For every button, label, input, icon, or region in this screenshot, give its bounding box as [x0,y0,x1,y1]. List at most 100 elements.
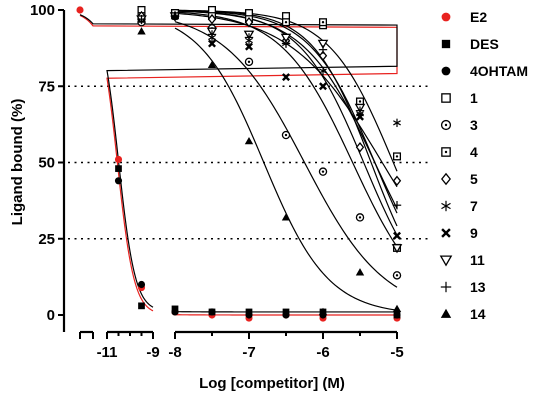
legend-label-7: 7 [470,198,478,214]
marker-9 [319,82,327,91]
marker-14 [170,11,180,20]
marker-9 [282,73,290,82]
reference-lines [68,85,428,240]
marker-7 [319,66,327,76]
marker-13 [281,39,291,48]
marker-des [115,165,122,172]
x-tick-label: -9 [146,344,159,361]
marker-13 [207,30,217,39]
legend-marker-3 [440,119,452,131]
y-tick-label: 50 [38,155,55,172]
marker-4 [318,18,328,27]
y-tick-label: 0 [47,307,55,324]
marker-3 [244,57,254,67]
marker-13 [355,106,365,115]
marker-13 [137,14,146,24]
data-markers [76,5,403,322]
axes [58,9,398,339]
marker-4ohtam [114,177,123,185]
marker-11 [317,39,329,50]
legend-item-11: 11 [439,252,485,268]
legend-label-4: 4 [470,144,478,160]
x-tick-label: -5 [390,344,403,361]
marker-5 [392,175,402,187]
marker-des [138,302,145,310]
marker-4ohtam [245,311,253,319]
y-tick-label: 100 [30,2,55,19]
marker-11 [280,33,292,43]
marker-5 [318,50,328,61]
legend-label-9: 9 [470,225,478,241]
marker-4ohtam [208,308,216,316]
legend-marker-4ohtam [441,66,451,76]
marker-4ohtam [171,308,179,316]
y-axis-title: Ligand bound (%) [9,99,26,226]
marker-7 [393,118,401,128]
marker-5 [355,142,365,153]
legend-label-4ohtam: 4OHTAM [470,63,528,79]
marker-e2 [76,6,84,14]
marker-4 [281,18,291,27]
marker-9 [245,42,253,51]
marker-4ohtam [137,280,146,289]
legend-item-9: 9 [441,225,478,241]
marker-9 [208,39,216,48]
marker-13 [244,33,254,42]
legend-marker-14 [440,308,452,318]
marker-3 [318,167,328,176]
marker-14 [244,136,254,145]
legend-label-e2: E2 [470,9,487,25]
marker-3 [392,271,402,280]
fit-curve-14-1 [174,27,398,311]
legend-label-11: 11 [470,252,485,268]
x-axis-title: Log [competitor] (M) [199,375,345,392]
legend-label-14: 14 [470,306,486,322]
fit-curve-3-1 [174,21,398,288]
legend-marker-13 [440,281,452,293]
marker-9 [393,231,401,240]
x-tick-labels: -11 -9 -8 -7 -6 -5 [97,344,404,361]
marker-9 [356,112,364,121]
legend-item-13: 13 [440,279,486,295]
marker-4 [392,152,402,161]
marker-3 [281,130,291,140]
legend-marker-7 [441,200,451,212]
legend-label-des: DES [470,36,499,52]
legend-marker-e2 [441,12,451,22]
x-tick-label: -11 [97,344,118,361]
x-tick-label: -6 [316,344,329,361]
legend-marker-1 [441,93,451,103]
marker-4ohtam [282,311,290,319]
legend-item-3: 3 [440,117,478,133]
marker-3 [355,213,365,222]
legend-marker-4 [441,147,451,157]
legend-marker-5 [441,172,451,186]
y-tick-labels: 0 25 50 75 100 [30,2,55,324]
legend-marker-des [441,39,451,49]
marker-5 [207,13,217,25]
marker-e2 [114,155,123,164]
legend-item-7: 7 [441,198,478,214]
marker-13 [318,45,328,54]
y-tick-label: 25 [38,231,55,248]
legend-item-14: 14 [440,306,486,322]
y-tick-label: 75 [38,78,55,95]
legend-label-5: 5 [470,171,478,187]
legend-item-5: 5 [441,171,478,187]
legend-item-4: 4 [441,144,478,160]
legend-item-e2: E2 [441,9,487,25]
legend-marker-11 [439,255,453,267]
x-tick-label: -7 [242,344,255,361]
marker-14 [207,60,217,69]
legend-item-des: DES [441,36,499,52]
legend-label-1: 1 [470,90,478,106]
marker-5 [244,16,254,28]
legend-label-13: 13 [470,279,486,295]
marker-14 [137,27,146,35]
x-tick-label: -8 [168,344,181,361]
legend-label-3: 3 [470,117,478,133]
marker-14 [281,213,291,221]
legend-item-1: 1 [441,90,478,106]
